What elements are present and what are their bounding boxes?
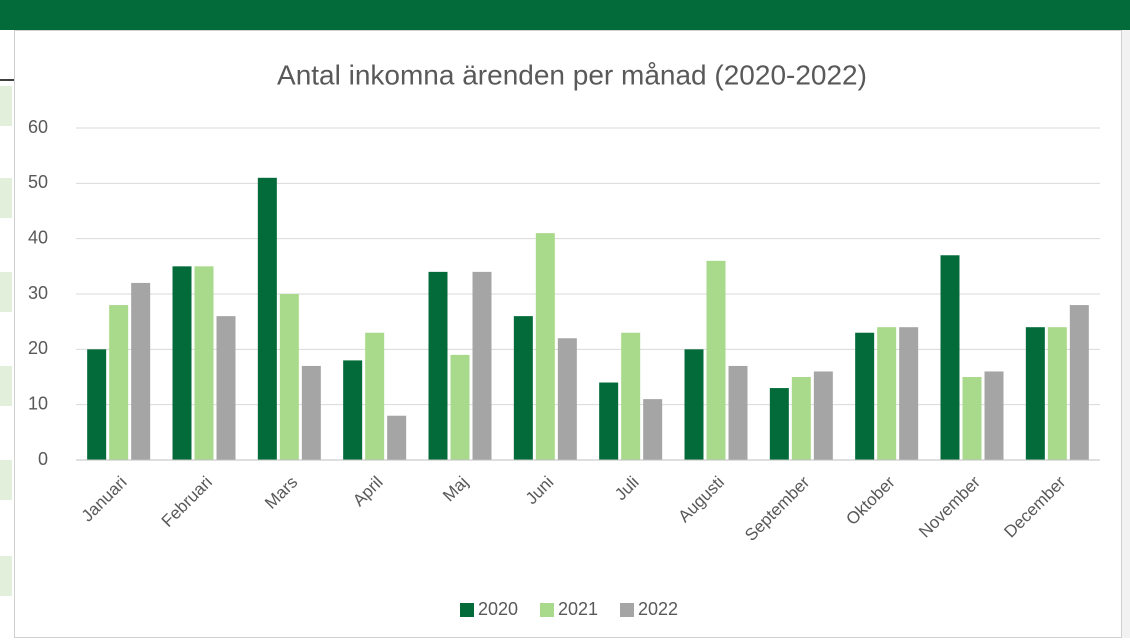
legend-swatch	[540, 603, 554, 617]
bar	[557, 338, 577, 460]
y-tick-label: 10	[28, 393, 48, 413]
bar	[216, 316, 236, 460]
bar	[87, 349, 107, 460]
bar	[877, 327, 897, 460]
y-tick-label: 0	[38, 449, 48, 469]
y-tick-label: 60	[28, 117, 48, 137]
chart-title: Antal inkomna ärenden per månad (2020-20…	[277, 59, 867, 90]
bar	[813, 371, 833, 460]
bar	[962, 377, 982, 460]
bar	[535, 233, 555, 460]
sheet-cell	[0, 366, 12, 406]
bar	[172, 266, 192, 460]
bar	[387, 415, 407, 460]
bar	[899, 327, 919, 460]
bar	[365, 332, 385, 460]
sheet-cell	[0, 272, 12, 312]
bar	[643, 399, 663, 460]
y-tick-label: 50	[28, 172, 48, 192]
bar	[1047, 327, 1067, 460]
bar	[472, 271, 492, 460]
legend-label: 2022	[638, 599, 678, 619]
bar	[301, 365, 321, 460]
bar	[984, 371, 1004, 460]
legend-label: 2020	[478, 599, 518, 619]
legend-label: 2021	[558, 599, 598, 619]
bar	[279, 294, 299, 460]
bar	[257, 177, 277, 461]
sheet-cell	[0, 556, 12, 596]
bar	[343, 360, 363, 460]
bar	[769, 388, 789, 460]
bar	[728, 365, 748, 460]
bar	[513, 316, 533, 460]
sheet-cell	[0, 86, 12, 126]
right-edge	[1122, 30, 1130, 638]
sheet-cell	[0, 460, 12, 500]
bar	[621, 332, 641, 460]
bar	[684, 349, 704, 460]
top-bar	[0, 0, 1130, 30]
bar	[706, 260, 726, 460]
bar	[194, 266, 214, 460]
bar	[791, 377, 811, 460]
y-tick-label: 20	[28, 338, 48, 358]
legend-swatch	[620, 603, 634, 617]
y-tick-label: 30	[28, 283, 48, 303]
bar	[131, 282, 151, 460]
bar	[940, 255, 960, 460]
bar	[428, 271, 448, 460]
y-tick-label: 40	[28, 227, 48, 247]
bar	[450, 354, 470, 460]
bar	[109, 305, 129, 460]
sheet-cell	[0, 178, 12, 218]
bar	[599, 382, 619, 460]
bar	[1025, 327, 1045, 460]
bar	[1069, 305, 1089, 460]
bar	[855, 332, 875, 460]
legend-swatch	[460, 603, 474, 617]
